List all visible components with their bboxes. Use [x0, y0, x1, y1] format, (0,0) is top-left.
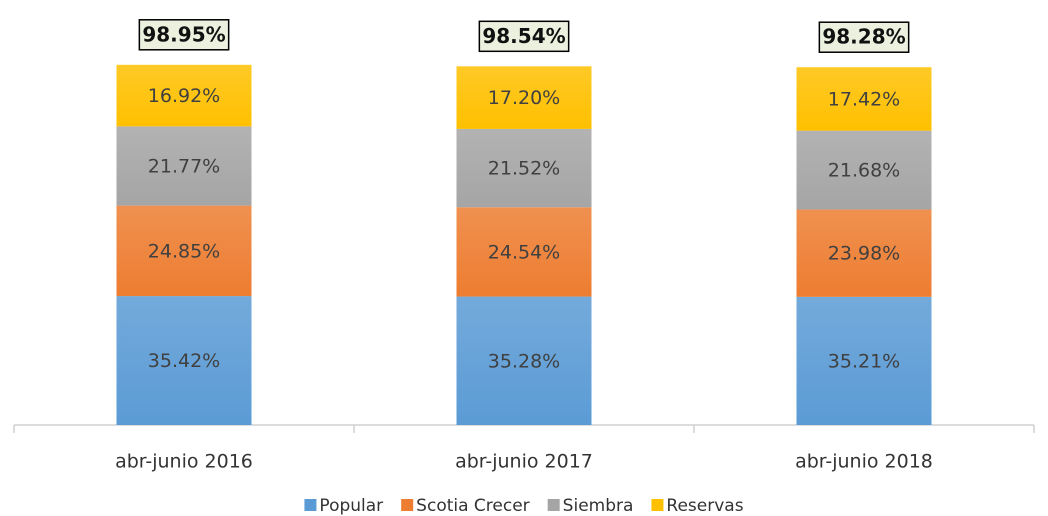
bar-segment — [116, 126, 252, 206]
bar-segment — [456, 207, 592, 297]
bar-segment — [796, 296, 932, 425]
x-tick-label: abr-junio 2017 — [455, 451, 593, 473]
x-tick-label: abr-junio 2016 — [115, 451, 253, 473]
value-label: 35.21% — [828, 350, 900, 372]
total-label-box — [478, 20, 570, 53]
bar-segment — [796, 130, 932, 210]
value-label: 24.85% — [148, 240, 220, 262]
legend-swatch — [651, 499, 664, 511]
value-label: 24.54% — [488, 241, 560, 263]
value-label: 35.28% — [488, 350, 560, 372]
value-label: 23.98% — [828, 243, 900, 265]
legend-label: Siembra — [563, 496, 634, 516]
value-label: 16.92% — [148, 85, 220, 107]
legend-swatch — [547, 499, 560, 511]
legend-swatch — [401, 499, 414, 511]
total-label: 98.28% — [822, 25, 905, 49]
legend-swatch — [304, 499, 317, 511]
total-label-box — [818, 21, 910, 53]
value-label: 17.42% — [828, 88, 900, 110]
legend-label: Scotia Crecer — [416, 496, 530, 516]
legend-label: Reservas — [666, 496, 743, 516]
legend: Popular Scotia Crecer Siembra Reservas — [304, 496, 744, 516]
value-label: 17.20% — [488, 87, 560, 109]
total-label: 98.54% — [482, 24, 565, 48]
total-label: 98.95% — [142, 22, 225, 46]
bar-segment — [116, 205, 252, 297]
x-tick-label: abr-junio 2018 — [795, 451, 933, 473]
value-label: 21.52% — [488, 158, 560, 180]
bar-segment — [796, 67, 932, 131]
value-label: 21.68% — [828, 160, 900, 182]
value-label: 35.42% — [148, 350, 220, 372]
bar-segment — [456, 128, 592, 208]
bar-segment — [456, 296, 592, 425]
total-label-box — [138, 19, 230, 51]
bar-segment — [116, 296, 252, 425]
bar-segment — [456, 66, 592, 129]
value-label: 21.77% — [148, 155, 220, 177]
bar-segment — [116, 64, 252, 127]
legend-label: Popular — [319, 496, 383, 516]
bar-segment — [796, 209, 932, 297]
